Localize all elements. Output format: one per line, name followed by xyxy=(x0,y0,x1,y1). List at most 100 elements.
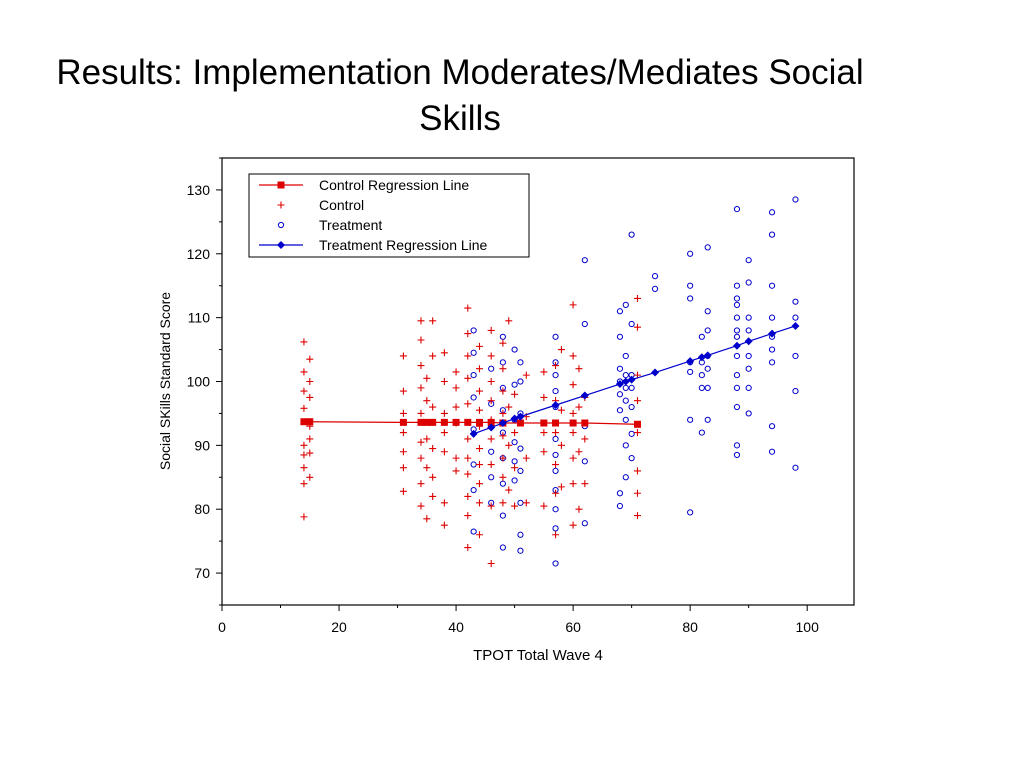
legend-item-treatment-regression: Treatment Regression Line xyxy=(259,237,488,253)
control-point xyxy=(417,454,425,462)
treatment-regression-marker xyxy=(487,423,496,432)
treatment-point xyxy=(651,273,659,280)
y-tick-label: 130 xyxy=(187,182,211,198)
treatment-point xyxy=(768,346,776,353)
control-point xyxy=(552,429,560,437)
treatment-point xyxy=(687,368,694,376)
treatment-point xyxy=(552,451,559,459)
treatment-point xyxy=(768,448,776,455)
treatment-point xyxy=(552,387,559,395)
treatment-point xyxy=(733,442,741,449)
control-regression-marker xyxy=(581,419,589,427)
treatment-point xyxy=(470,372,477,379)
treatment-point xyxy=(517,359,524,366)
control-point xyxy=(540,429,548,437)
treatment-point xyxy=(733,205,741,213)
x-tick-label: 0 xyxy=(218,619,226,635)
control-point xyxy=(487,461,495,469)
treatment-point xyxy=(792,298,799,305)
control-point xyxy=(633,397,641,405)
control-point xyxy=(440,409,448,417)
control-point xyxy=(417,384,425,392)
control-point xyxy=(633,294,641,302)
treatment-point xyxy=(745,352,752,360)
y-tick-label: 120 xyxy=(187,246,211,262)
treatment-point xyxy=(745,314,752,321)
control-point xyxy=(487,378,495,385)
control-point xyxy=(464,435,472,443)
control-regression-marker xyxy=(452,418,460,426)
treatment-point xyxy=(768,423,776,430)
control-point xyxy=(464,374,472,382)
treatment-point xyxy=(733,333,741,340)
treatment-point xyxy=(733,403,741,411)
control-point xyxy=(575,505,583,513)
chart-marks xyxy=(300,196,800,567)
treatment-point xyxy=(517,445,524,452)
control-point xyxy=(511,390,519,398)
legend-label: Control xyxy=(319,197,364,213)
treatment-point xyxy=(704,327,711,334)
treatment-point xyxy=(687,295,694,302)
control-point xyxy=(569,480,577,488)
treatment-regression-series xyxy=(469,321,800,438)
control-point xyxy=(487,502,495,510)
treatment-point xyxy=(470,394,477,401)
treatment-point xyxy=(552,506,559,513)
control-regression-marker xyxy=(540,419,548,427)
treatment-point xyxy=(698,429,705,436)
control-point xyxy=(440,429,448,437)
treatment-point xyxy=(792,314,799,321)
treatment-point xyxy=(768,314,776,321)
control-point xyxy=(399,464,407,472)
control-point xyxy=(511,502,519,510)
treatment-regression-marker xyxy=(516,412,525,421)
control-point xyxy=(429,492,437,500)
control-point xyxy=(417,438,425,446)
y-tick-label: 100 xyxy=(187,374,211,390)
treatment-point xyxy=(622,474,629,481)
treatment-point xyxy=(552,560,559,567)
treatment-point xyxy=(511,477,518,484)
legend-item-treatment: Treatment xyxy=(277,217,382,233)
control-point xyxy=(464,454,472,462)
control-regression-marker xyxy=(569,419,577,427)
control-point xyxy=(475,461,483,469)
x-axis-label: TPOT Total Wave 4 xyxy=(473,647,603,664)
control-point xyxy=(464,330,472,338)
control-point xyxy=(399,352,407,360)
control-point xyxy=(499,473,507,481)
control-point xyxy=(423,515,431,523)
control-point xyxy=(505,403,513,411)
control-point xyxy=(440,448,448,456)
treatment-point xyxy=(733,295,741,302)
control-point xyxy=(423,464,431,472)
treatment-point xyxy=(704,244,711,251)
control-point xyxy=(417,409,425,417)
control-point xyxy=(452,403,460,411)
control-point xyxy=(429,352,437,360)
treatment-point xyxy=(511,458,518,465)
legend-label: Treatment xyxy=(319,217,382,233)
control-point xyxy=(464,470,472,478)
treatment-point xyxy=(704,365,711,372)
treatment-point xyxy=(745,257,752,264)
treatment-point xyxy=(622,352,629,360)
treatment-regression-marker xyxy=(498,419,507,428)
control-series xyxy=(300,294,641,567)
treatment-point xyxy=(792,352,799,360)
treatment-point xyxy=(616,490,624,497)
control-point xyxy=(499,454,507,462)
legend-label: Control Regression Line xyxy=(319,177,469,193)
control-point xyxy=(511,429,519,437)
treatment-point xyxy=(704,416,711,423)
control-point xyxy=(522,454,530,462)
control-point xyxy=(569,352,577,360)
treatment-point xyxy=(511,381,518,388)
control-point xyxy=(557,406,565,414)
legend: Control Regression Line Control Treatment T… xyxy=(248,173,530,258)
control-point xyxy=(475,387,483,395)
control-point xyxy=(633,467,641,475)
legend-box xyxy=(248,173,530,258)
treatment-point xyxy=(499,333,506,340)
